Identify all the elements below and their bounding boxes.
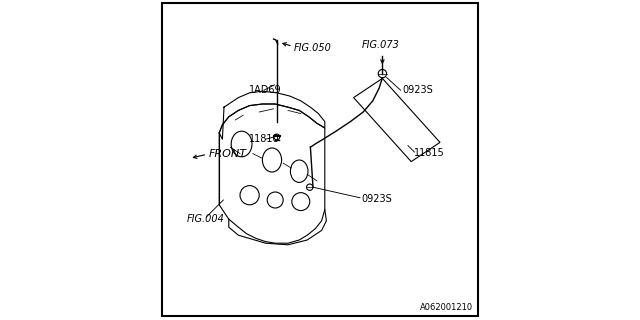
Text: FIG.050: FIG.050	[294, 43, 332, 53]
Text: FIG.004: FIG.004	[186, 214, 224, 224]
Text: A062001210: A062001210	[420, 303, 473, 312]
Text: FRONT: FRONT	[209, 149, 246, 159]
Text: 11810: 11810	[249, 134, 280, 144]
Text: 0923S: 0923S	[361, 194, 392, 204]
Text: FIG.073: FIG.073	[362, 40, 400, 51]
Text: 0923S: 0923S	[403, 85, 433, 95]
Text: 1AD69: 1AD69	[249, 85, 282, 95]
Text: 11815: 11815	[415, 148, 445, 158]
